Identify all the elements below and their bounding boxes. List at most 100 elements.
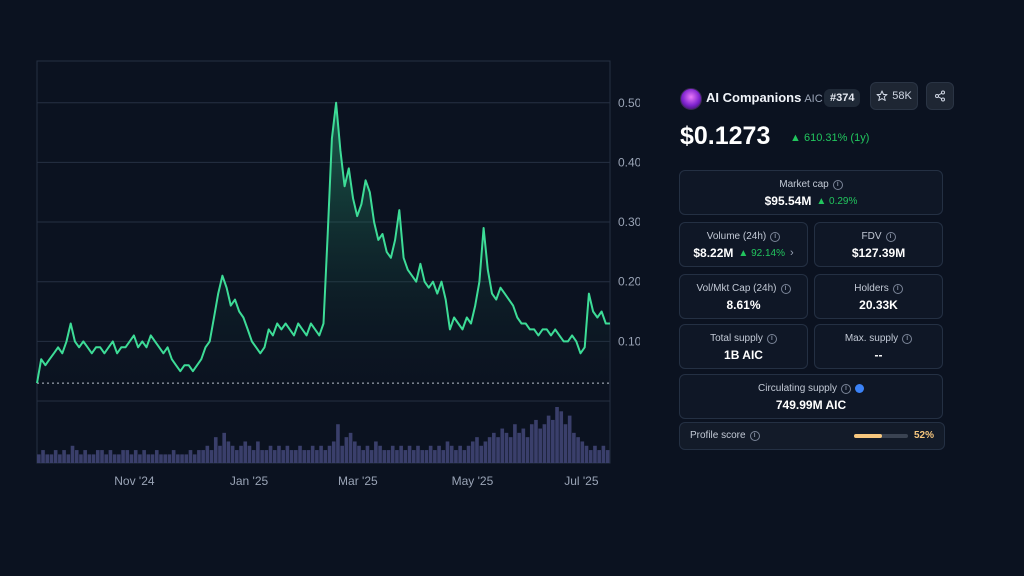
max-supply-value: --	[874, 348, 883, 362]
volume-bar	[492, 432, 496, 463]
holders-label: Holders	[854, 283, 889, 294]
fdv-value: $127.39M	[851, 246, 906, 260]
volume-bar	[125, 450, 130, 463]
volume-bar	[386, 450, 391, 463]
volume-bar	[369, 450, 374, 463]
volume-bar	[222, 432, 226, 463]
volume-bar	[319, 445, 323, 463]
share-button[interactable]	[926, 82, 954, 110]
price-chart-svg[interactable]: 0.50 0.40 0.30 0.20 0.10 Nov '24 Jan '25 Mar '2…	[0, 0, 640, 576]
volume-label: Volume (24h)	[706, 231, 767, 242]
profile-score-bar[interactable]: Profile score i 52%	[679, 422, 945, 450]
volume-bar	[348, 432, 353, 463]
volume-bar	[192, 454, 197, 463]
volume-card[interactable]: Volume (24h) i $8.22M ▲ 92.14% ›	[679, 222, 808, 267]
volume-bar	[584, 445, 589, 463]
volume-bar	[243, 441, 248, 463]
y-tick-label: 0.20	[618, 275, 640, 289]
volume-bar	[188, 450, 193, 463]
volume-bar	[247, 445, 252, 463]
vol-mkt-cap-label: Vol/Mkt Cap (24h)	[696, 283, 777, 294]
volume-bar	[230, 445, 235, 463]
volume-bar	[529, 424, 534, 463]
market-cap-change-value: 0.29%	[829, 195, 858, 207]
volume-bar	[445, 441, 450, 463]
volume-bar	[49, 454, 54, 463]
info-icon[interactable]: i	[885, 231, 896, 242]
profile-score-track	[854, 434, 908, 438]
volume-bar	[79, 454, 83, 463]
market-cap-card: Market cap i $95.54M ▲ 0.29%	[679, 170, 943, 215]
chevron-right-icon[interactable]: ›	[789, 247, 794, 259]
volume-bar	[521, 428, 526, 463]
volume-bar	[159, 454, 163, 463]
volume-bar	[323, 450, 328, 463]
volume-bar	[218, 445, 222, 463]
price-line	[36, 101, 610, 384]
coin-symbol: AIC	[804, 93, 823, 105]
info-icon[interactable]: i	[832, 179, 843, 190]
info-icon[interactable]: i	[902, 333, 913, 344]
info-icon[interactable]: i	[892, 283, 903, 294]
volume-bar	[142, 450, 146, 463]
volume-bar	[546, 415, 551, 463]
volume-bar	[344, 437, 349, 463]
volume-bar	[83, 450, 87, 463]
volume-bar	[508, 437, 513, 463]
volume-bar	[104, 454, 109, 463]
info-icon[interactable]: i	[770, 231, 781, 242]
volume-bar	[138, 454, 142, 463]
chart-frame	[36, 60, 611, 464]
volume-bar	[100, 450, 104, 463]
vol-mkt-cap-value: 8.61%	[726, 298, 761, 312]
volume-bar	[235, 450, 239, 463]
volume-bar	[517, 432, 521, 463]
info-icon[interactable]: i	[749, 430, 760, 441]
volume-bar	[87, 454, 92, 463]
volume-bar	[365, 445, 370, 463]
volume-bar	[180, 454, 184, 463]
volume-bar	[268, 445, 273, 463]
volume-bar	[479, 445, 484, 463]
coin-price: $0.1273	[680, 122, 771, 150]
volume-bar	[272, 450, 277, 463]
volume-bar	[45, 454, 50, 463]
volume-bar	[555, 407, 559, 463]
volume-bar	[294, 450, 298, 463]
volume-bar	[37, 454, 41, 463]
volume-bar	[580, 441, 585, 463]
holders-card: Holders i 20.33K	[814, 274, 943, 319]
volume-bar	[572, 432, 576, 463]
volume-bar	[407, 445, 412, 463]
volume-bar	[256, 441, 260, 463]
volume-bar	[538, 428, 542, 463]
volume-bar	[483, 441, 488, 463]
price-chart[interactable]: 0.50 0.40 0.30 0.20 0.10 Nov '24 Jan '25 Mar '2…	[0, 0, 640, 576]
volume-bar	[150, 454, 155, 463]
volume-bar	[176, 454, 180, 463]
volume-bar	[597, 450, 601, 463]
y-tick-label: 0.30	[618, 215, 640, 229]
volume-bar	[390, 445, 395, 463]
info-icon[interactable]: i	[840, 383, 851, 394]
volume-bar	[563, 424, 568, 463]
volume-bar	[420, 450, 425, 463]
x-tick-label: Mar '25	[338, 474, 378, 488]
volume-bar	[382, 450, 387, 463]
volume-bar	[403, 450, 408, 463]
watchlist-button[interactable]: 58K	[870, 82, 918, 110]
volume-bar	[58, 454, 62, 463]
volume-bar	[327, 445, 332, 463]
info-icon[interactable]: i	[766, 333, 777, 344]
volume-bar	[226, 441, 231, 463]
volume-bar	[588, 450, 593, 463]
profile-score-fill	[854, 434, 883, 438]
x-tick-label: Jul '25	[564, 474, 599, 488]
volume-bar	[336, 424, 340, 463]
volume-bar	[437, 445, 441, 463]
price-change-value: 610.31% (1y)	[803, 132, 870, 144]
volume-bar	[542, 424, 547, 463]
info-icon[interactable]: i	[780, 283, 791, 294]
y-tick-label: 0.10	[618, 334, 640, 348]
volume-bar	[108, 450, 113, 463]
